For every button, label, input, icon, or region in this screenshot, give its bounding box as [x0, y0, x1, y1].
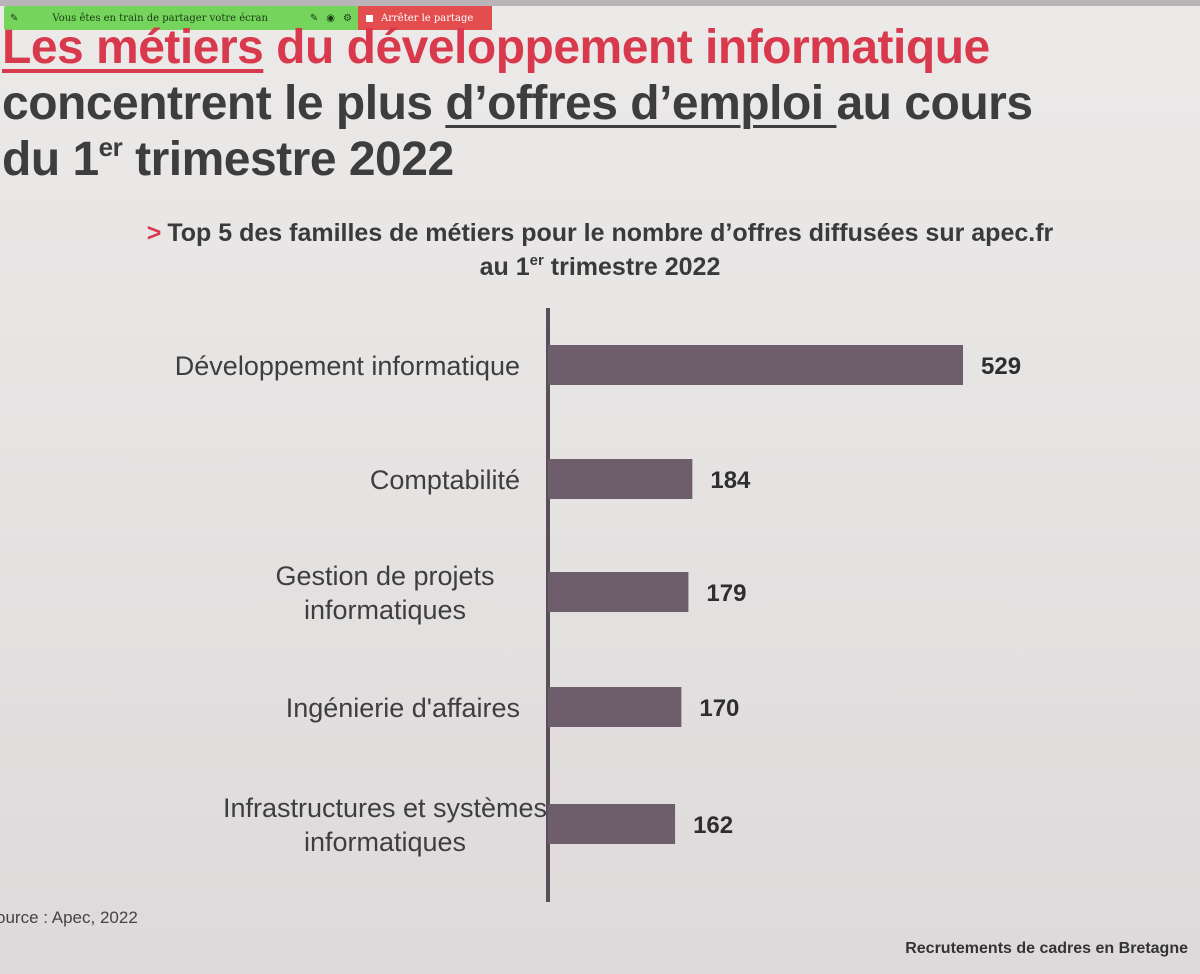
category-label-line: Comptabilité: [370, 465, 520, 495]
share-status-banner: ✎ Vous êtes en train de partager votre é…: [4, 6, 358, 30]
bar: [548, 687, 682, 727]
chevron-right-icon: >: [146, 219, 162, 247]
category-label-line: Gestion de projets: [275, 561, 494, 591]
bar-value-label: 170: [699, 695, 739, 722]
stop-sharing-label: Arrêter le partage: [381, 12, 474, 24]
meeting-toolbar-strip: [0, 0, 1200, 6]
screen-share-bar: ✎ Vous êtes en train de partager votre é…: [4, 6, 492, 30]
chart-title: > Top 5 des familles de métiers pour le n…: [40, 216, 1160, 284]
chart-title-superscript: er: [529, 252, 544, 269]
bar-value-label: 179: [706, 580, 746, 607]
record-icon[interactable]: ◉: [326, 12, 336, 24]
bar: [548, 345, 963, 385]
bar: [548, 572, 689, 612]
category-label: Ingénierie d'affaires: [286, 693, 520, 723]
title-accent: du développement informatique: [263, 21, 990, 74]
category-label-line: Développement informatique: [175, 351, 520, 381]
bar: [548, 804, 676, 844]
chart-title-line2-start: au 1: [479, 253, 530, 281]
category-label-line: informatiques: [304, 827, 466, 857]
title-accent-underlined: Les métiers: [2, 21, 264, 74]
stop-icon: [366, 14, 373, 22]
bar-value-label: 184: [710, 467, 751, 494]
pin-icon[interactable]: ✎: [10, 12, 19, 24]
bar-value-label: 529: [981, 353, 1021, 380]
title-line3-end: trimestre 2022: [122, 133, 454, 186]
title-line2-end: au cours: [836, 77, 1033, 130]
category-label-line: Ingénierie d'affaires: [286, 693, 520, 723]
chart-title-line1: Top 5 des familles de métiers pour le no…: [167, 219, 1054, 247]
category-label-line: informatiques: [304, 595, 466, 625]
settings-icon[interactable]: ⚙: [343, 12, 352, 24]
category-label-line: Infrastructures et systèmes: [223, 793, 547, 823]
annotate-icon[interactable]: ✎: [309, 12, 319, 24]
share-tools: ✎ ◉ ⚙: [310, 13, 352, 24]
share-status-text: Vous êtes en train de partager votre écr…: [52, 12, 268, 24]
category-label: Développement informatique: [175, 351, 520, 381]
chart-title-line2-end: trimestre 2022: [543, 253, 721, 281]
title-line2-start: concentrent le plus: [2, 77, 446, 130]
title-underlined: d’offres d’emploi: [445, 77, 837, 130]
bar: [548, 459, 693, 499]
category-label: Infrastructures et systèmes informatiques: [223, 793, 547, 857]
slide-title: Les métiers du développement informatiqu…: [2, 20, 1197, 188]
title-superscript: er: [98, 132, 123, 162]
title-line3-start: du 1: [2, 133, 99, 186]
source-note: ource : Apec, 2022: [0, 908, 138, 927]
stop-sharing-button[interactable]: Arrêter le partage: [358, 6, 492, 30]
bar-value-label: 162: [693, 812, 733, 839]
category-label: Comptabilité: [370, 465, 520, 495]
category-label: Gestion de projets informatiques: [275, 561, 494, 625]
footer-caption: Recrutements de cadres en Bretagne: [905, 940, 1188, 957]
